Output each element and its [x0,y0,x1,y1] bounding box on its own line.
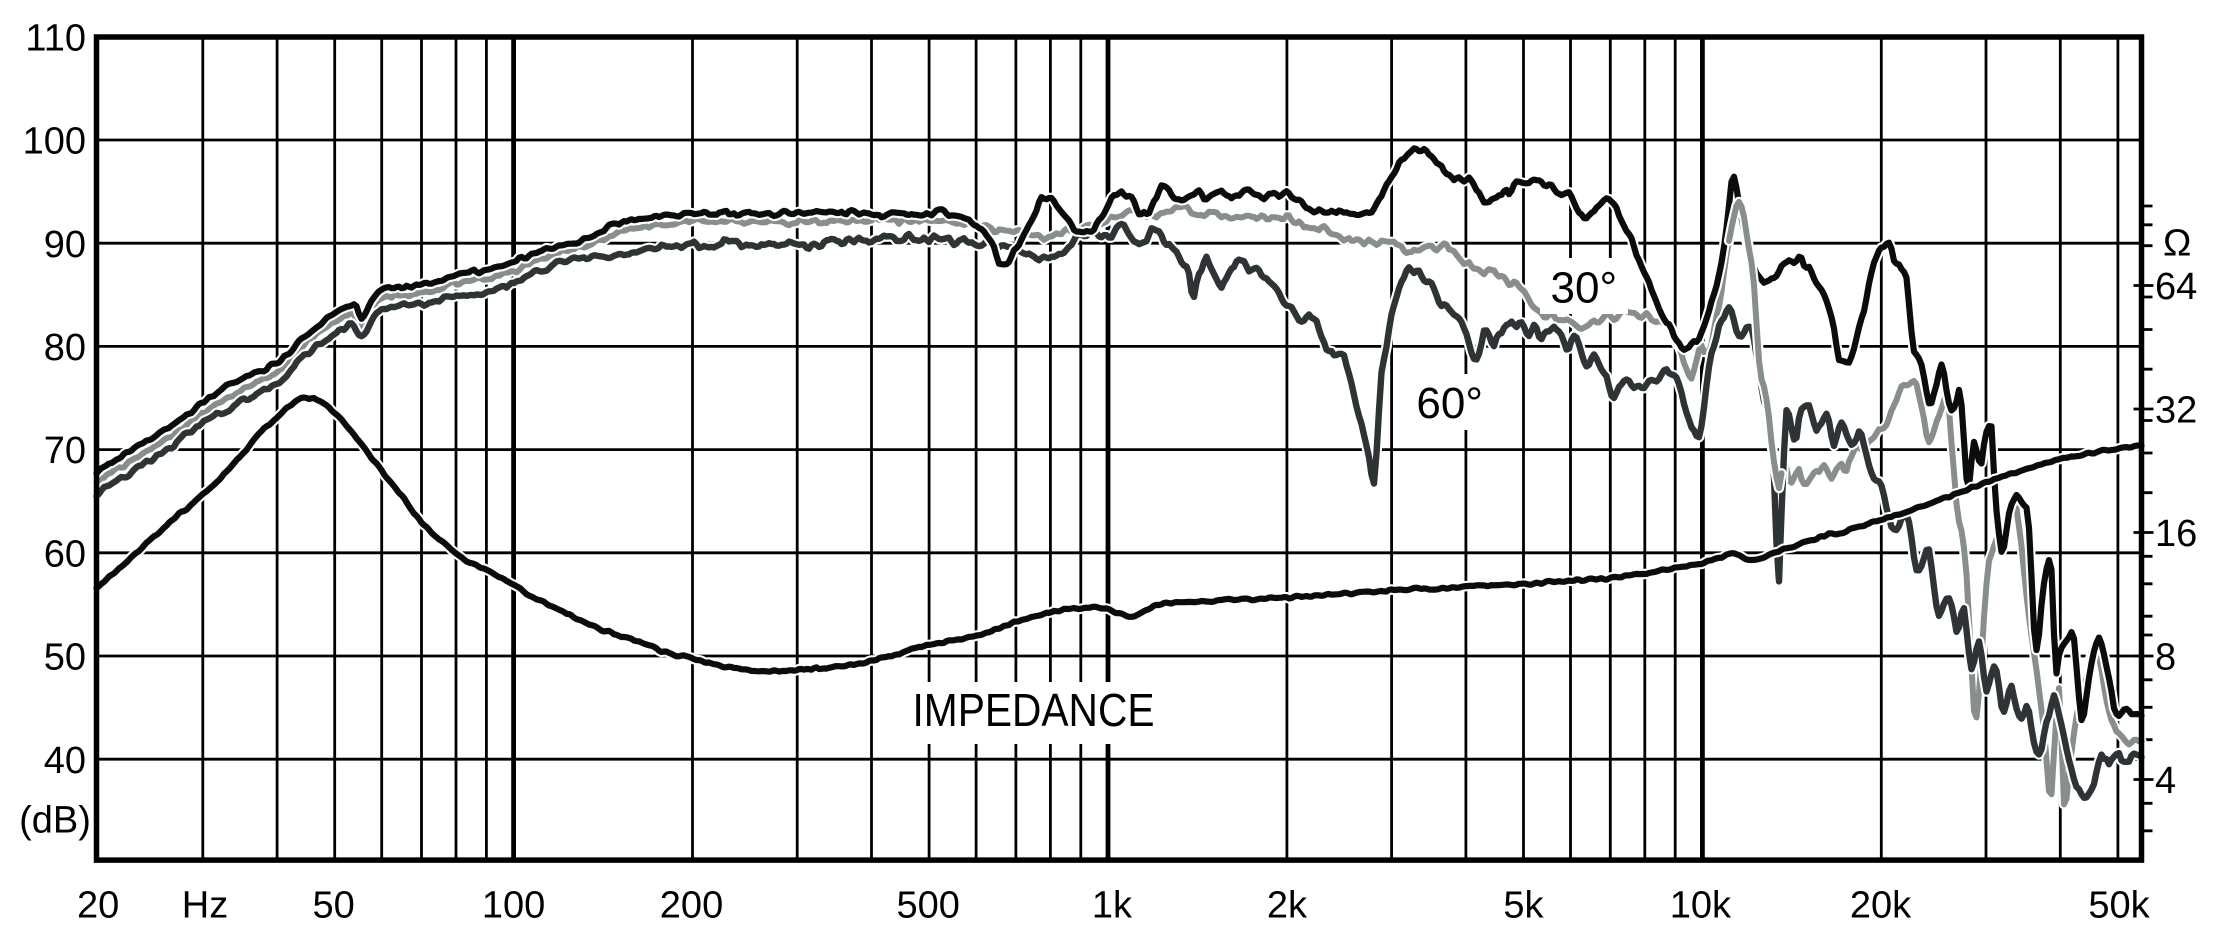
svg-text:IMPEDANCE: IMPEDANCE [913,684,1155,736]
svg-text:110: 110 [25,17,86,59]
svg-text:60: 60 [44,533,86,575]
svg-text:80: 80 [44,327,86,369]
svg-text:40: 40 [44,740,86,782]
svg-text:Ω: Ω [2163,223,2191,265]
svg-text:20k: 20k [1850,885,1912,927]
svg-text:70: 70 [44,430,86,472]
svg-text:(dB): (dB) [19,800,91,842]
svg-text:60°: 60° [1416,379,1483,428]
svg-text:8: 8 [2155,637,2176,679]
svg-text:64: 64 [2155,266,2197,308]
svg-text:50k: 50k [2088,885,2150,927]
svg-text:10k: 10k [1670,885,1732,927]
svg-text:30°: 30° [1551,263,1618,312]
svg-text:32: 32 [2155,390,2197,432]
svg-text:100: 100 [482,885,545,927]
svg-text:5k: 5k [1503,885,1544,927]
svg-text:2k: 2k [1267,885,1308,927]
svg-text:90: 90 [44,224,86,266]
svg-text:Hz: Hz [182,885,228,927]
svg-text:50: 50 [312,885,354,927]
svg-text:1k: 1k [1092,885,1133,927]
svg-text:16: 16 [2155,513,2197,555]
svg-text:50: 50 [44,637,86,679]
svg-text:4: 4 [2155,760,2176,802]
svg-text:200: 200 [660,885,723,927]
svg-text:100: 100 [23,121,86,163]
svg-text:20: 20 [77,885,119,927]
svg-text:500: 500 [896,885,959,927]
